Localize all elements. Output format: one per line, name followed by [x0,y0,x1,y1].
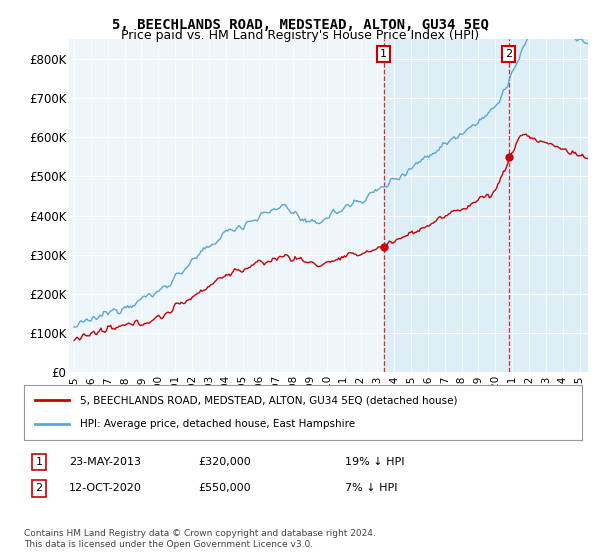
Text: £550,000: £550,000 [198,483,251,493]
Text: Contains HM Land Registry data © Crown copyright and database right 2024.
This d: Contains HM Land Registry data © Crown c… [24,529,376,549]
Text: 12-OCT-2020: 12-OCT-2020 [69,483,142,493]
Text: Price paid vs. HM Land Registry's House Price Index (HPI): Price paid vs. HM Land Registry's House … [121,29,479,42]
Text: 23-MAY-2013: 23-MAY-2013 [69,457,141,467]
Text: 2: 2 [35,483,43,493]
Text: 5, BEECHLANDS ROAD, MEDSTEAD, ALTON, GU34 5EQ: 5, BEECHLANDS ROAD, MEDSTEAD, ALTON, GU3… [112,18,488,32]
Text: HPI: Average price, detached house, East Hampshire: HPI: Average price, detached house, East… [80,419,355,429]
Text: 5, BEECHLANDS ROAD, MEDSTEAD, ALTON, GU34 5EQ (detached house): 5, BEECHLANDS ROAD, MEDSTEAD, ALTON, GU3… [80,395,457,405]
Text: 1: 1 [380,49,387,59]
Text: 19% ↓ HPI: 19% ↓ HPI [345,457,404,467]
Text: 7% ↓ HPI: 7% ↓ HPI [345,483,398,493]
Text: 1: 1 [35,457,43,467]
Text: £320,000: £320,000 [198,457,251,467]
Text: 2: 2 [505,49,512,59]
Bar [384,39,600,372]
